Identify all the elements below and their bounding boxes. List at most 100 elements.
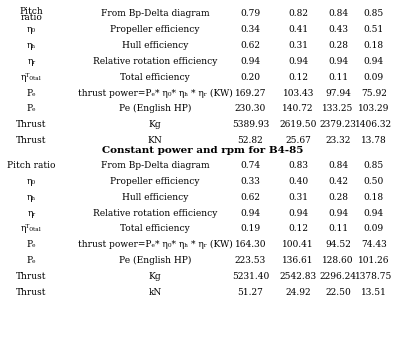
Text: 5389.93: 5389.93 <box>232 120 269 129</box>
Text: Thrust: Thrust <box>17 272 47 281</box>
Text: 0.31: 0.31 <box>288 41 308 50</box>
Text: 100.41: 100.41 <box>283 240 314 249</box>
Text: From Bp-Delta diagram: From Bp-Delta diagram <box>101 9 209 18</box>
Text: KN: KN <box>147 136 162 145</box>
Text: thrust power=Pₑ* η₀* ηₕ * ηᵣ (KW): thrust power=Pₑ* η₀* ηₕ * ηᵣ (KW) <box>78 240 232 249</box>
Text: η₀: η₀ <box>27 177 36 186</box>
Text: 230.30: 230.30 <box>235 104 266 114</box>
Text: 1378.75: 1378.75 <box>355 272 393 281</box>
Text: Pitch: Pitch <box>20 7 44 16</box>
Text: Total efficiency: Total efficiency <box>120 224 190 234</box>
Text: 0.11: 0.11 <box>328 73 348 82</box>
Text: Constant power and rpm for B4-85: Constant power and rpm for B4-85 <box>102 146 303 155</box>
Text: 2619.50: 2619.50 <box>280 120 317 129</box>
Text: 0.20: 0.20 <box>241 73 260 82</box>
Text: 0.94: 0.94 <box>288 209 308 218</box>
Text: 0.31: 0.31 <box>288 193 308 202</box>
Text: Pₑ: Pₑ <box>27 104 36 114</box>
Text: 0.50: 0.50 <box>364 177 384 186</box>
Text: 0.94: 0.94 <box>240 57 260 66</box>
Text: 0.82: 0.82 <box>288 9 308 18</box>
Text: 22.50: 22.50 <box>325 288 351 297</box>
Text: 0.62: 0.62 <box>241 41 260 50</box>
Text: 0.12: 0.12 <box>288 73 308 82</box>
Text: 0.42: 0.42 <box>328 177 348 186</box>
Text: 140.72: 140.72 <box>283 104 314 114</box>
Text: 0.94: 0.94 <box>364 209 384 218</box>
Text: thrust power=Pₑ* η₀* ηₕ * ηᵣ (KW): thrust power=Pₑ* η₀* ηₕ * ηᵣ (KW) <box>78 89 232 98</box>
Text: 0.62: 0.62 <box>241 193 260 202</box>
Text: 0.79: 0.79 <box>240 9 260 18</box>
Text: 0.51: 0.51 <box>364 25 384 34</box>
Text: 52.82: 52.82 <box>237 136 263 145</box>
Text: ηᵣ: ηᵣ <box>27 209 36 218</box>
Text: Pe (English HP): Pe (English HP) <box>119 104 191 114</box>
Text: ηₕ: ηₕ <box>27 193 36 202</box>
Text: 0.33: 0.33 <box>241 177 260 186</box>
Text: 101.26: 101.26 <box>358 256 390 265</box>
Text: Pₑ: Pₑ <box>27 240 36 249</box>
Text: 24.92: 24.92 <box>285 288 311 297</box>
Text: 74.43: 74.43 <box>361 240 386 249</box>
Text: ηᵀ₀ₜₐₗ: ηᵀ₀ₜₐₗ <box>21 73 42 82</box>
Text: Total efficiency: Total efficiency <box>120 73 190 82</box>
Text: 0.11: 0.11 <box>328 224 348 234</box>
Text: 0.19: 0.19 <box>240 224 260 234</box>
Text: 103.29: 103.29 <box>358 104 389 114</box>
Text: 0.28: 0.28 <box>328 41 348 50</box>
Text: 0.85: 0.85 <box>364 9 384 18</box>
Text: Pₑ: Pₑ <box>27 89 36 98</box>
Text: Pₑ: Pₑ <box>27 256 36 265</box>
Text: kN: kN <box>148 288 162 297</box>
Text: 164.30: 164.30 <box>235 240 266 249</box>
Text: Hull efficiency: Hull efficiency <box>122 193 188 202</box>
Text: 0.83: 0.83 <box>288 161 308 170</box>
Text: 51.27: 51.27 <box>237 288 264 297</box>
Text: 1406.32: 1406.32 <box>355 120 393 129</box>
Text: 13.78: 13.78 <box>361 136 386 145</box>
Text: 169.27: 169.27 <box>235 89 266 98</box>
Text: 0.28: 0.28 <box>328 193 348 202</box>
Text: 136.61: 136.61 <box>283 256 314 265</box>
Text: 2379.23: 2379.23 <box>320 120 356 129</box>
Text: Thrust: Thrust <box>17 120 47 129</box>
Text: From Bp-Delta diagram: From Bp-Delta diagram <box>101 161 209 170</box>
Text: Pitch ratio: Pitch ratio <box>7 161 56 170</box>
Text: ratio: ratio <box>21 13 43 22</box>
Text: Propeller efficiency: Propeller efficiency <box>110 177 200 186</box>
Text: 2296.24: 2296.24 <box>320 272 357 281</box>
Text: Thrust: Thrust <box>17 136 47 145</box>
Text: 0.94: 0.94 <box>364 57 384 66</box>
Text: 0.94: 0.94 <box>240 209 260 218</box>
Text: 23.32: 23.32 <box>325 136 351 145</box>
Text: Relative rotation efficiency: Relative rotation efficiency <box>93 209 217 218</box>
Text: 0.94: 0.94 <box>328 57 348 66</box>
Text: 103.43: 103.43 <box>283 89 314 98</box>
Text: 0.34: 0.34 <box>241 25 260 34</box>
Text: 0.74: 0.74 <box>240 161 260 170</box>
Text: 5231.40: 5231.40 <box>232 272 269 281</box>
Text: ηₕ: ηₕ <box>27 41 36 50</box>
Text: 0.84: 0.84 <box>328 161 348 170</box>
Text: 25.67: 25.67 <box>285 136 311 145</box>
Text: Relative rotation efficiency: Relative rotation efficiency <box>93 57 217 66</box>
Text: η₀: η₀ <box>27 25 36 34</box>
Text: Thrust: Thrust <box>17 288 47 297</box>
Text: 0.18: 0.18 <box>364 41 384 50</box>
Text: ηᵣ: ηᵣ <box>27 57 36 66</box>
Text: Pe (English HP): Pe (English HP) <box>119 256 191 265</box>
Text: 133.25: 133.25 <box>322 104 354 114</box>
Text: 0.43: 0.43 <box>328 25 348 34</box>
Text: Kg: Kg <box>149 272 161 281</box>
Text: 0.85: 0.85 <box>364 161 384 170</box>
Text: Hull efficiency: Hull efficiency <box>122 41 188 50</box>
Text: 0.09: 0.09 <box>364 73 384 82</box>
Text: 128.60: 128.60 <box>322 256 354 265</box>
Text: 97.94: 97.94 <box>325 89 351 98</box>
Text: 75.92: 75.92 <box>361 89 387 98</box>
Text: ηᵀ₀ₜₐₗ: ηᵀ₀ₜₐₗ <box>21 224 42 234</box>
Text: 0.40: 0.40 <box>288 177 308 186</box>
Text: 223.53: 223.53 <box>235 256 266 265</box>
Text: 0.94: 0.94 <box>328 209 348 218</box>
Text: Propeller efficiency: Propeller efficiency <box>110 25 200 34</box>
